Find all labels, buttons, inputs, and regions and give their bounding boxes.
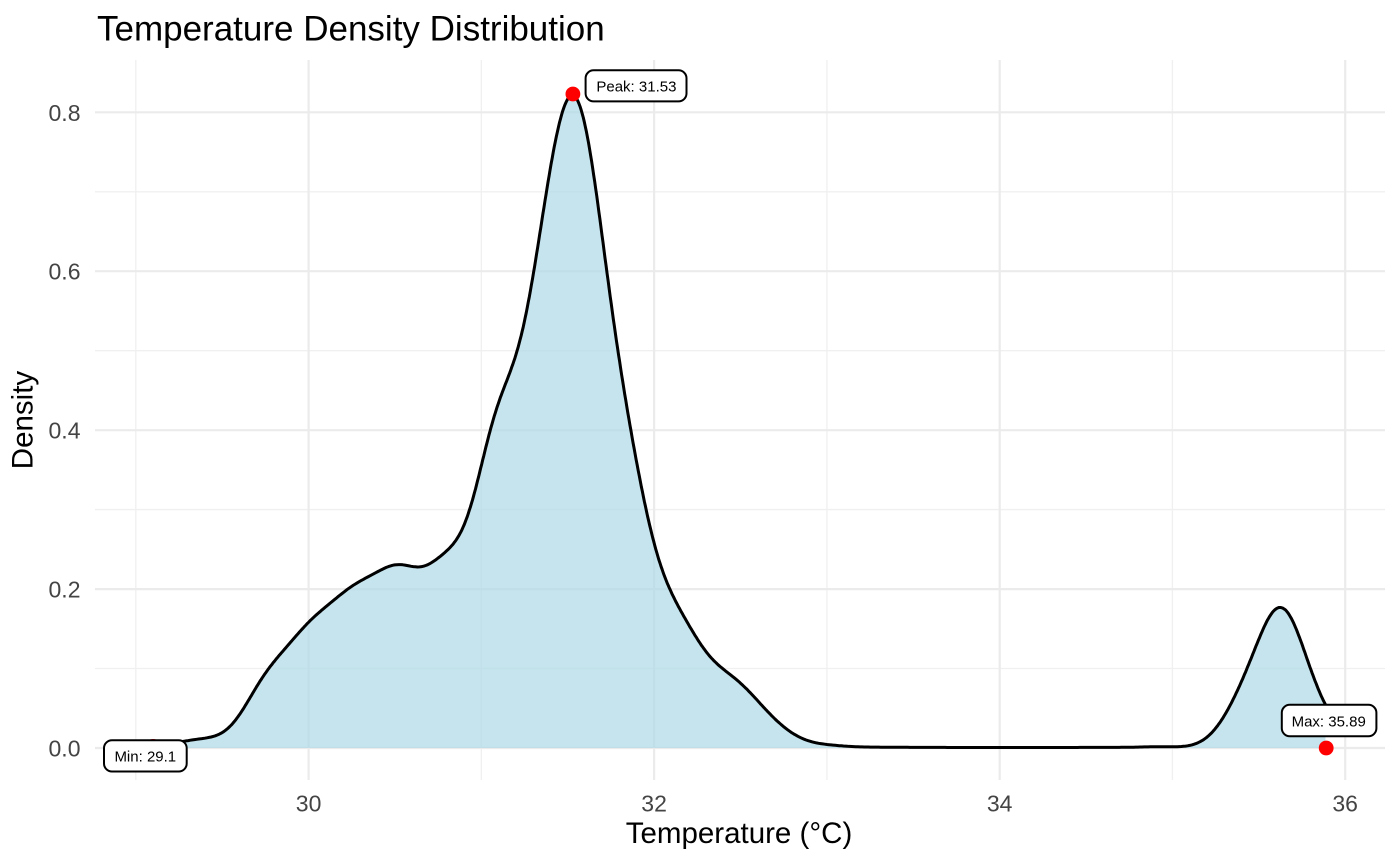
- svg-text:32: 32: [641, 790, 667, 816]
- svg-text:Min: 29.1: Min: 29.1: [114, 749, 176, 766]
- svg-text:0.2: 0.2: [49, 577, 81, 603]
- svg-text:36: 36: [1332, 790, 1358, 816]
- svg-text:0.8: 0.8: [49, 100, 81, 126]
- svg-text:Temperature (°C): Temperature (°C): [626, 817, 853, 850]
- svg-text:34: 34: [987, 790, 1013, 816]
- svg-text:Temperature Density Distributi: Temperature Density Distribution: [97, 10, 605, 49]
- svg-text:Max: 35.89: Max: 35.89: [1292, 714, 1366, 731]
- svg-text:Peak: 31.53: Peak: 31.53: [596, 79, 676, 96]
- svg-text:0.4: 0.4: [49, 418, 81, 444]
- svg-text:30: 30: [296, 790, 322, 816]
- svg-text:Density: Density: [7, 371, 40, 470]
- svg-text:0.0: 0.0: [49, 736, 81, 762]
- svg-text:0.6: 0.6: [49, 259, 81, 285]
